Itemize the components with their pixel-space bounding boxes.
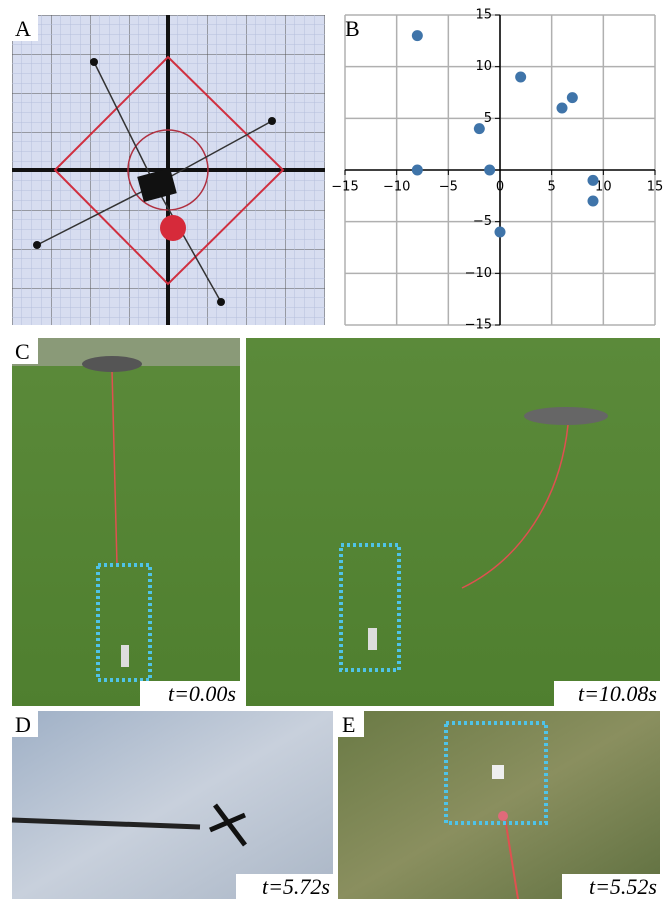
x-tick-label: 5 <box>548 180 556 195</box>
panel-label: D <box>15 712 31 737</box>
point <box>588 196 599 207</box>
time-label: t=0.00s <box>168 681 236 706</box>
panel-c: C t=0.00s t=10.08s <box>12 338 660 706</box>
y-tick-label: −5 <box>473 214 492 229</box>
time-label: t=5.72s <box>262 874 330 899</box>
panel-a: A <box>12 15 325 325</box>
point <box>567 92 578 103</box>
x-tick-label: −10 <box>383 180 410 195</box>
panel-label: E <box>342 712 355 737</box>
x-tick-label: 15 <box>647 180 664 195</box>
x-tick-label: −5 <box>439 180 458 195</box>
drone <box>82 356 142 372</box>
time-label: t=10.08s <box>578 681 657 706</box>
panel-e: E t=5.52s <box>338 711 660 899</box>
point <box>515 72 526 83</box>
target <box>368 628 377 650</box>
y-tick-label: 10 <box>475 59 492 74</box>
photo <box>12 711 333 899</box>
figure: A B −15−10−5051015−15−10−551015 C t=0.00… <box>0 0 665 901</box>
target <box>492 765 504 779</box>
y-tick-label: 5 <box>484 111 492 126</box>
panel-label: B <box>345 16 360 41</box>
panel-label: C <box>15 339 30 364</box>
point <box>474 123 485 134</box>
photo <box>246 338 660 706</box>
y-tick-label: −15 <box>465 318 492 333</box>
point <box>484 165 495 176</box>
target <box>121 645 129 667</box>
page: A B −15−10−5051015−15−10−551015 C t=0.00… <box>0 0 665 901</box>
panel-label: A <box>15 16 31 41</box>
drone <box>524 407 608 425</box>
point <box>588 175 599 186</box>
y-tick-label: 15 <box>475 8 492 23</box>
point <box>412 30 423 41</box>
point <box>412 165 423 176</box>
y-tick-label: −10 <box>465 266 492 281</box>
time-label: t=5.52s <box>589 874 657 899</box>
photo <box>338 711 660 899</box>
marker <box>498 811 508 821</box>
point <box>495 227 506 238</box>
x-tick-label: −15 <box>331 180 358 195</box>
point <box>557 103 568 114</box>
red-dot <box>160 215 186 241</box>
panel-d: D t=5.72s <box>12 711 333 899</box>
